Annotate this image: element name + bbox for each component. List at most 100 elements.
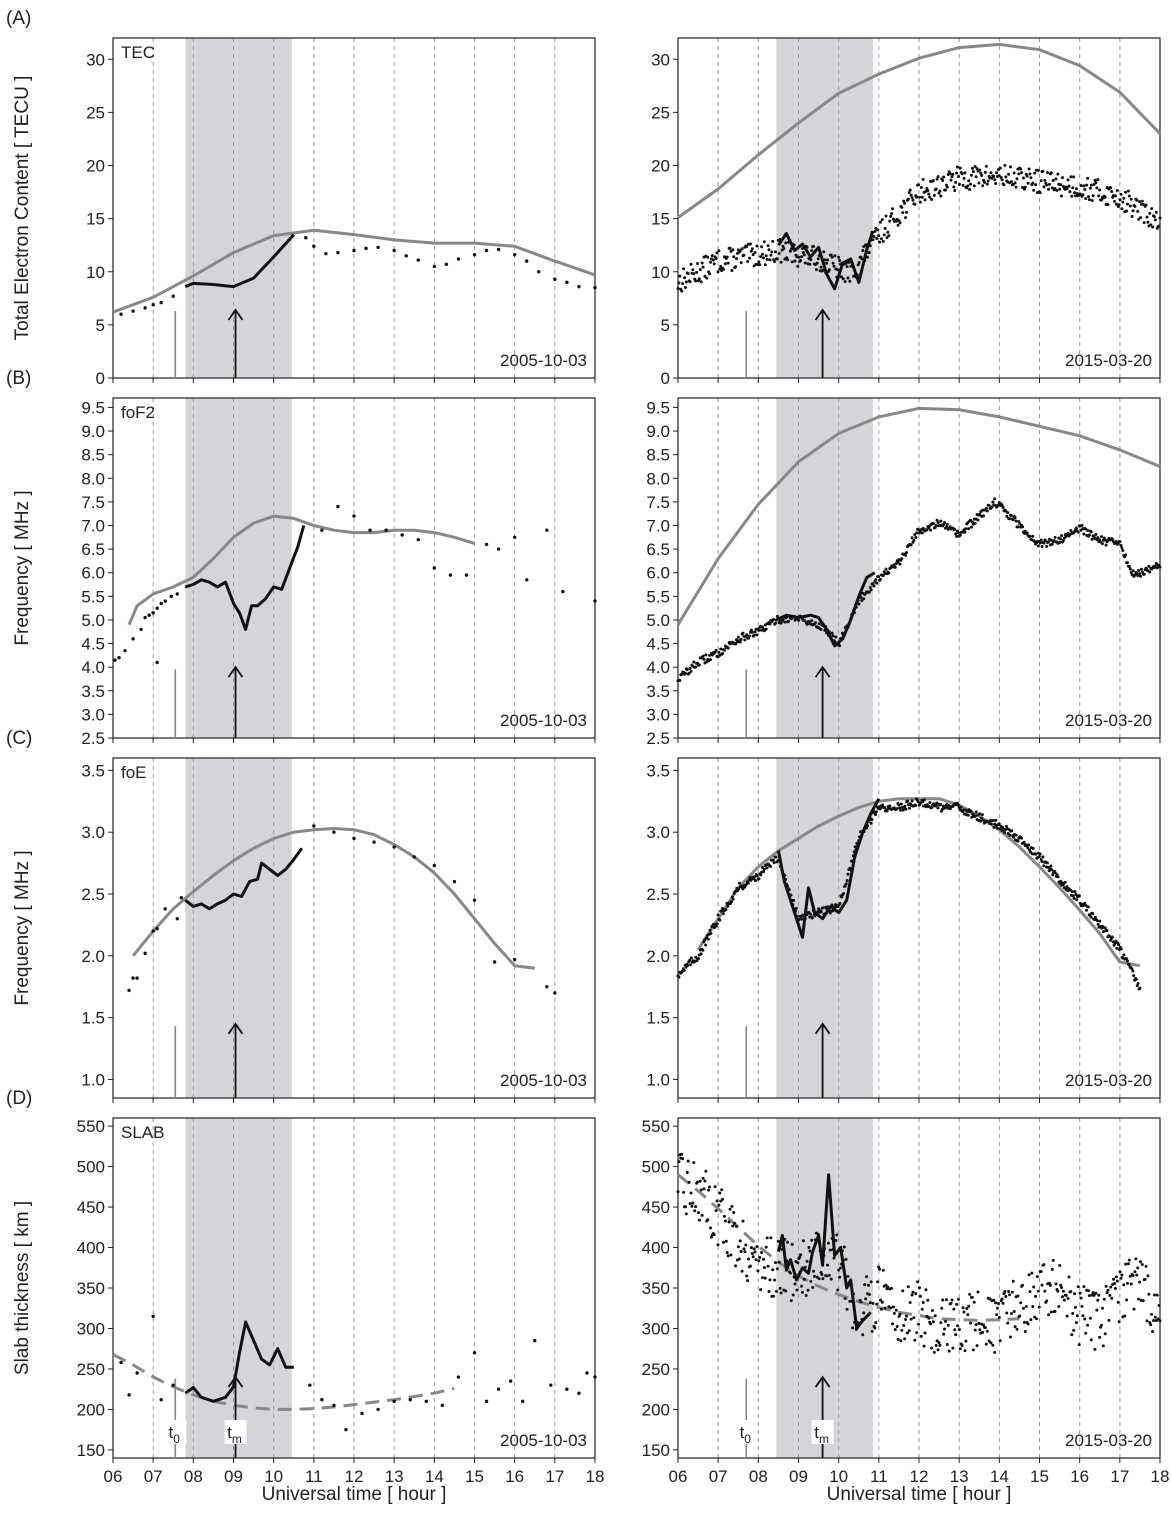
observation-point	[981, 184, 985, 188]
observation-point	[1047, 182, 1051, 186]
observation-point	[700, 261, 704, 265]
eclipse-shading	[776, 758, 873, 1098]
observation-point	[1088, 186, 1092, 190]
observation-point	[1038, 852, 1042, 856]
y-tick-label: 8.0	[81, 469, 105, 488]
observation-point	[1069, 1289, 1073, 1293]
observation-point	[907, 1329, 911, 1333]
observation-point	[994, 1301, 998, 1305]
eclipse-observation-curve	[184, 1320, 294, 1403]
observation-point	[1125, 959, 1129, 963]
observation-point	[755, 874, 759, 878]
eclipse-observation-curve	[776, 798, 881, 939]
observation-point	[1043, 178, 1047, 182]
observation-point	[796, 264, 800, 268]
observation-point	[757, 628, 761, 632]
observation-point	[1074, 526, 1078, 530]
observation-point	[896, 1337, 900, 1341]
observation-point	[1125, 202, 1129, 206]
observation-point	[758, 1256, 762, 1260]
observation-point	[887, 571, 891, 575]
observation-point	[903, 201, 907, 205]
y-tick-label: 5	[96, 316, 105, 335]
observation-point	[846, 276, 850, 280]
observation-point	[1124, 553, 1128, 557]
observation-point	[1095, 919, 1099, 923]
observation-point	[939, 519, 943, 523]
observation-point	[765, 866, 769, 870]
observation-point	[1007, 172, 1011, 176]
observation-point	[1117, 1320, 1121, 1324]
observation-point	[1006, 511, 1010, 515]
eclipse-shading	[185, 758, 292, 1098]
y-tick-label: 3.0	[646, 705, 670, 724]
observation-point	[722, 1214, 726, 1218]
observation-point	[1084, 1331, 1088, 1335]
observation-point	[352, 248, 356, 253]
observation-point	[865, 1275, 869, 1279]
observation-point	[980, 173, 984, 177]
observation-point	[867, 590, 871, 594]
observation-point	[1020, 836, 1024, 840]
observation-point	[819, 910, 823, 914]
observation-point	[731, 1224, 735, 1228]
observation-point	[1146, 1274, 1150, 1278]
observation-point	[788, 1271, 792, 1275]
observation-point	[912, 1316, 916, 1320]
y-tick-label: 15	[651, 210, 670, 229]
observation-point	[936, 806, 940, 810]
observation-point	[1070, 1333, 1074, 1337]
observation-point	[787, 619, 791, 623]
observation-point	[761, 870, 765, 874]
y-tick-label: 200	[642, 1400, 670, 1419]
observation-point	[1144, 1264, 1148, 1268]
observation-point	[768, 1278, 772, 1282]
observation-point	[699, 1188, 703, 1192]
y-tick-label: 10	[86, 263, 105, 282]
observation-point	[565, 280, 569, 285]
observation-point	[776, 1239, 780, 1243]
parameter-label: TEC	[121, 43, 155, 62]
y-tick-label: 350	[77, 1279, 105, 1298]
observation-point	[432, 566, 437, 570]
y-tick-label: 350	[642, 1279, 670, 1298]
observation-point	[779, 1291, 783, 1295]
y-axis-label: Slab thickness [ km ]	[12, 1201, 33, 1375]
observation-point	[961, 1306, 965, 1310]
observation-point	[904, 807, 908, 811]
observation-point	[831, 261, 835, 265]
observation-point	[143, 306, 147, 310]
observation-point	[400, 533, 404, 537]
observation-point	[692, 660, 696, 664]
x-tick-label: 14	[990, 1467, 1009, 1486]
observation-point	[767, 1290, 771, 1294]
date-label: 2015-03-20	[1065, 711, 1152, 730]
observation-point	[702, 1187, 706, 1191]
observation-point	[1073, 191, 1077, 195]
observation-point	[750, 247, 754, 251]
y-tick-label: 150	[642, 1441, 670, 1460]
observation-point	[938, 189, 942, 193]
observation-point	[954, 180, 958, 184]
observation-point	[931, 1320, 935, 1324]
x-tick-label: 06	[669, 1467, 688, 1486]
observation-point	[565, 1387, 569, 1391]
observation-point	[1069, 528, 1073, 532]
observation-point	[759, 255, 763, 259]
observation-point	[1043, 1289, 1047, 1293]
observation-point	[1042, 541, 1046, 545]
observation-point	[862, 1311, 866, 1315]
observation-point	[688, 963, 692, 967]
panel-label: (C)	[6, 728, 32, 749]
observation-point	[1006, 832, 1010, 836]
observation-point	[512, 253, 517, 257]
observation-point	[1069, 175, 1073, 179]
observation-point	[717, 249, 721, 253]
y-tick-label: 550	[77, 1117, 105, 1136]
observation-point	[963, 530, 967, 534]
observation-point	[799, 1253, 803, 1257]
observation-point	[784, 241, 788, 245]
observation-point	[1138, 216, 1142, 220]
observation-point	[1028, 534, 1032, 538]
observation-point	[1017, 172, 1021, 176]
